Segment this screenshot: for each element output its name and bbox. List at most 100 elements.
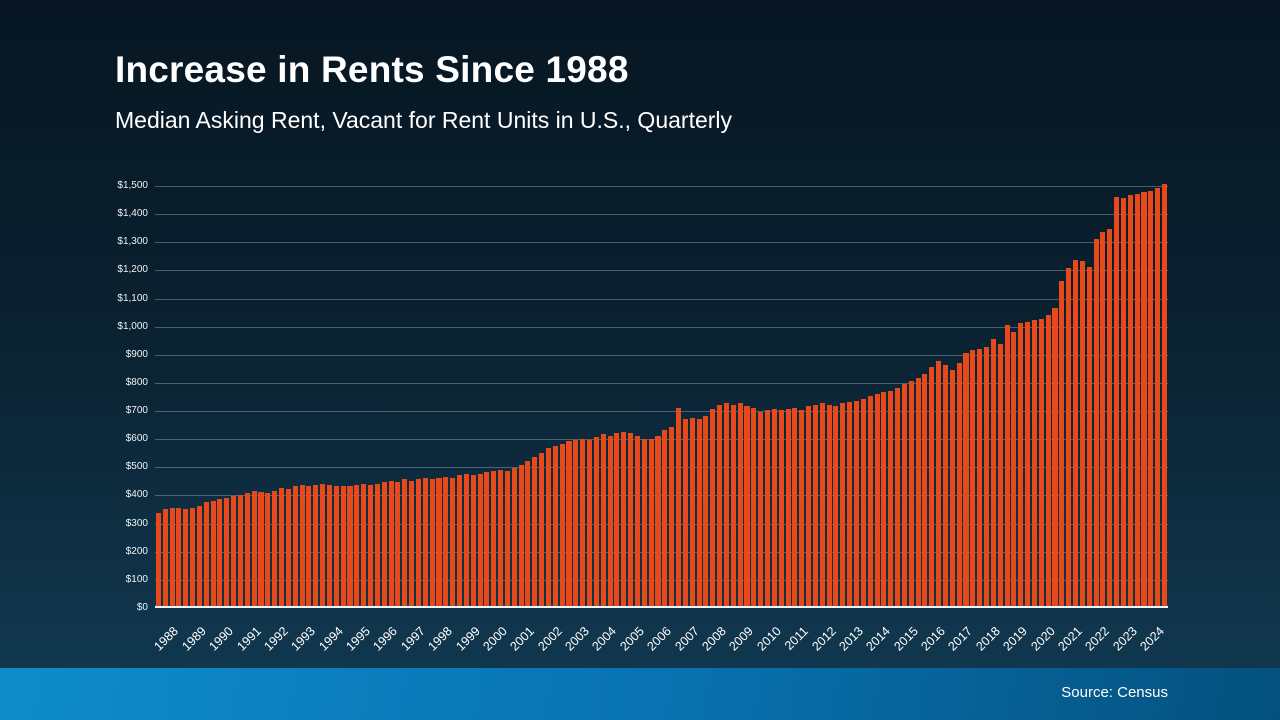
bar (279, 487, 285, 606)
bar (265, 493, 271, 606)
bar (402, 479, 408, 606)
bar (826, 404, 832, 606)
bar (231, 496, 237, 606)
x-axis-year-label: 2012 (808, 624, 839, 654)
bar (1100, 231, 1106, 606)
x-axis-year-label: 2021 (1055, 624, 1085, 654)
bar (388, 480, 394, 606)
bar (217, 499, 223, 606)
x-axis-year-label: 1999 (452, 624, 483, 654)
bar (456, 475, 463, 606)
x-axis-year-label: 2007 (671, 624, 702, 654)
bar (792, 407, 798, 606)
x-axis: 1988 1989 1990 1991 1992 1993 1994 1995 1996 1997… (151, 614, 1168, 674)
bar (539, 452, 545, 606)
bar (1114, 196, 1120, 606)
bar (559, 444, 565, 606)
x-axis-year-label: 2002 (535, 624, 565, 654)
y-axis-tick-label: $1,100 (117, 292, 148, 304)
bar (847, 402, 853, 606)
bar (498, 469, 504, 606)
x-axis-year-label: 2000 (480, 624, 510, 654)
bar (566, 441, 572, 606)
x-axis-year-label: 1998 (425, 624, 456, 654)
bar (381, 482, 387, 606)
bar (251, 490, 257, 606)
bar (682, 418, 688, 606)
x-axis-year-label: 2003 (562, 624, 592, 654)
bar (717, 404, 723, 606)
y-axis-tick-label: $200 (125, 545, 148, 557)
bar (778, 410, 784, 606)
x-axis-year-label: 2001 (507, 624, 538, 654)
bar (901, 383, 907, 606)
bar (532, 456, 538, 606)
gridline (155, 270, 1168, 272)
x-axis-year-label: 2009 (726, 624, 757, 654)
x-axis-year-label: 2022 (1082, 624, 1113, 654)
bar (710, 409, 716, 606)
bar (484, 472, 490, 606)
gridline (155, 354, 1168, 356)
bar (196, 506, 202, 606)
x-axis-year-label: 2004 (589, 624, 620, 654)
bar (429, 479, 435, 606)
bar (477, 473, 483, 606)
bar (840, 403, 846, 606)
gridline (155, 242, 1168, 244)
bar (1066, 268, 1072, 606)
bar (545, 448, 552, 606)
bar (785, 409, 791, 606)
bar (463, 473, 469, 606)
bar (285, 489, 291, 606)
bar (696, 418, 702, 606)
bar (224, 497, 230, 606)
bar (908, 380, 914, 606)
bar (915, 378, 921, 606)
x-axis-year-label: 1990 (206, 624, 237, 654)
bar (614, 432, 620, 606)
gridline (155, 298, 1168, 300)
bar (895, 387, 901, 606)
y-axis-tick-label: $300 (125, 517, 148, 529)
x-axis-year-label: 1988 (151, 624, 182, 654)
gridline (155, 439, 1168, 441)
bar (641, 438, 647, 606)
bar (504, 470, 510, 606)
x-axis-year-label: 2023 (1109, 624, 1140, 654)
gridline (155, 186, 1168, 187)
bar (758, 411, 764, 606)
bar (621, 431, 627, 606)
bar (771, 409, 777, 606)
x-axis-year-label: 1989 (179, 624, 209, 654)
bar (313, 485, 319, 606)
bar (874, 393, 880, 606)
y-axis-tick-label: $800 (125, 376, 148, 388)
x-axis-year-label: 2006 (644, 624, 675, 654)
gridline (155, 551, 1168, 553)
x-axis-year-label: 1993 (288, 624, 319, 654)
bar (1155, 188, 1161, 606)
bar (511, 468, 517, 606)
bar (806, 406, 812, 606)
x-axis-year-label: 2010 (754, 624, 784, 654)
bar (737, 403, 743, 606)
bar (422, 478, 428, 606)
bar (340, 486, 346, 606)
bar (723, 403, 729, 606)
bar (669, 427, 675, 606)
bar (450, 478, 456, 606)
bar (867, 396, 873, 606)
bar (183, 508, 189, 606)
x-axis-year-label: 2005 (617, 624, 647, 654)
y-axis-tick-label: $100 (125, 573, 148, 585)
x-axis-year-label: 2019 (1000, 624, 1031, 654)
x-axis-year-label: 2015 (890, 624, 921, 654)
bar (552, 445, 558, 606)
gridline (155, 382, 1168, 384)
x-axis-year-label: 1991 (233, 624, 264, 654)
bar (1141, 192, 1147, 606)
bar (1079, 261, 1085, 606)
bar (1120, 198, 1126, 606)
bar (190, 507, 196, 606)
